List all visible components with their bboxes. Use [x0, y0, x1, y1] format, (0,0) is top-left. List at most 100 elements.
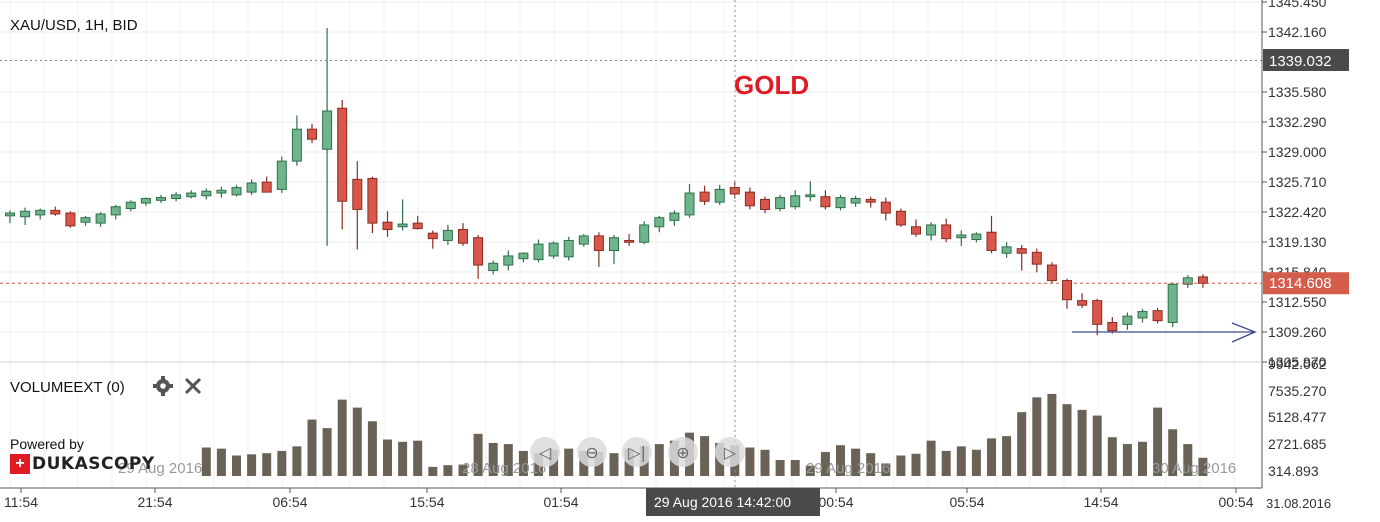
candle — [503, 250, 514, 271]
candle — [775, 194, 786, 212]
candle — [412, 215, 423, 230]
candle — [1077, 293, 1088, 308]
chevron-right-icon: ▷ — [723, 442, 737, 462]
time-tick-label: 11:54 — [4, 494, 38, 510]
volume-bar — [216, 448, 226, 476]
price-tick-label: 1329.000 — [1268, 144, 1327, 160]
candle — [458, 223, 468, 246]
volume-bar — [277, 450, 287, 476]
end-date-label: 31.08.2016 — [1266, 496, 1331, 511]
candle — [201, 188, 212, 200]
date-label-3: 29 Aug 2016 — [806, 460, 890, 477]
volume-bar — [911, 453, 921, 476]
candle — [714, 184, 725, 205]
price-tick-label: 1342.160 — [1268, 24, 1327, 40]
candle — [669, 210, 680, 226]
candle — [80, 215, 91, 226]
volume-bar — [851, 448, 861, 476]
swiss-cross-icon: + — [10, 454, 30, 474]
candle — [533, 239, 544, 263]
volume-bar — [760, 449, 770, 476]
candle — [1137, 308, 1148, 323]
volume-bar — [307, 419, 317, 476]
candle — [65, 211, 76, 228]
gear-icon[interactable] — [153, 376, 173, 396]
price-tick-label: 1345.450 — [1268, 0, 1327, 10]
candle — [276, 156, 287, 194]
volume-bar — [836, 445, 845, 476]
time-tick-label: 00:54 — [818, 494, 853, 510]
candle — [563, 236, 574, 261]
volume-bar — [987, 438, 996, 476]
close-icon[interactable] — [184, 377, 202, 395]
volume-bar — [413, 440, 423, 476]
candle — [1107, 317, 1118, 334]
volume-bar — [1047, 393, 1057, 476]
last-price-text: 1314.608 — [1269, 275, 1332, 292]
candle — [397, 199, 408, 231]
candle — [337, 100, 348, 230]
zoom-out-button[interactable]: ⊖ — [577, 437, 607, 467]
candle — [322, 27, 333, 246]
volume-bar — [956, 446, 966, 476]
candle — [382, 211, 393, 237]
candle — [895, 208, 906, 227]
candle — [820, 190, 831, 210]
candle — [352, 161, 363, 250]
crosshair-price-label: 1339.032 — [1263, 49, 1349, 71]
candle — [1182, 275, 1193, 288]
time-tick-label: 21:54 — [137, 494, 172, 510]
date-label-2: 28 Aug 2016 — [462, 460, 546, 477]
candle — [110, 204, 121, 220]
zoom-in-icon: ⊕ — [676, 442, 690, 462]
candle — [760, 196, 770, 214]
candle — [971, 232, 982, 243]
volume-bars — [201, 393, 1208, 476]
candle — [578, 234, 589, 247]
candle — [50, 206, 61, 216]
candle — [1167, 282, 1178, 328]
candle — [125, 200, 136, 212]
candle — [20, 207, 31, 225]
candle — [5, 210, 15, 224]
crosshair-time-text: 29 Aug 2016 14:42:00 — [654, 494, 791, 510]
candle — [654, 215, 665, 233]
price-tick-label: 1312.550 — [1268, 294, 1327, 310]
volume-tick-label: 2721.685 — [1268, 436, 1327, 452]
price-tick-label: 1319.130 — [1268, 234, 1327, 250]
candle — [1031, 248, 1042, 273]
candle — [1122, 312, 1133, 330]
volume-bar — [398, 441, 408, 476]
last-price-label: 1314.608 — [1263, 272, 1349, 295]
volume-bar — [488, 442, 498, 476]
volume-bar — [564, 448, 574, 476]
candle — [911, 219, 921, 237]
price-tick-label: 1309.260 — [1268, 324, 1327, 340]
candle — [639, 221, 650, 245]
price-tick-label: 1325.710 — [1268, 174, 1327, 190]
volume-bar — [322, 428, 332, 476]
candle — [488, 260, 499, 275]
zoom-in-button[interactable]: ⊕ — [668, 437, 698, 467]
volume-bar — [1153, 407, 1163, 476]
candle — [1092, 298, 1103, 336]
candle — [231, 184, 242, 197]
volume-bar — [1107, 437, 1117, 476]
scroll-left-button[interactable]: ◁ — [530, 437, 560, 467]
candle — [518, 252, 529, 263]
candle — [291, 115, 302, 166]
volume-bar — [745, 447, 755, 476]
volume-tick-label: 5128.477 — [1268, 409, 1327, 425]
volume-bar — [1062, 404, 1072, 476]
price-axis-ticks: 1345.450 1342.160 1335.580 1332.290 1329.000… — [1262, 0, 1327, 370]
candle — [442, 224, 453, 246]
candle — [548, 241, 559, 259]
date-label-1: 29 Aug 2016 — [118, 460, 202, 477]
brand-logo: Powered by + DUKASCOPY — [10, 436, 155, 474]
scroll-right-button[interactable]: ▷ — [715, 437, 745, 467]
support-arrow[interactable] — [1072, 322, 1257, 343]
scroll-end-button[interactable]: ▷| — [622, 437, 652, 467]
time-tick-label: 00:54 — [1218, 494, 1253, 510]
volume-bar — [1168, 429, 1178, 476]
